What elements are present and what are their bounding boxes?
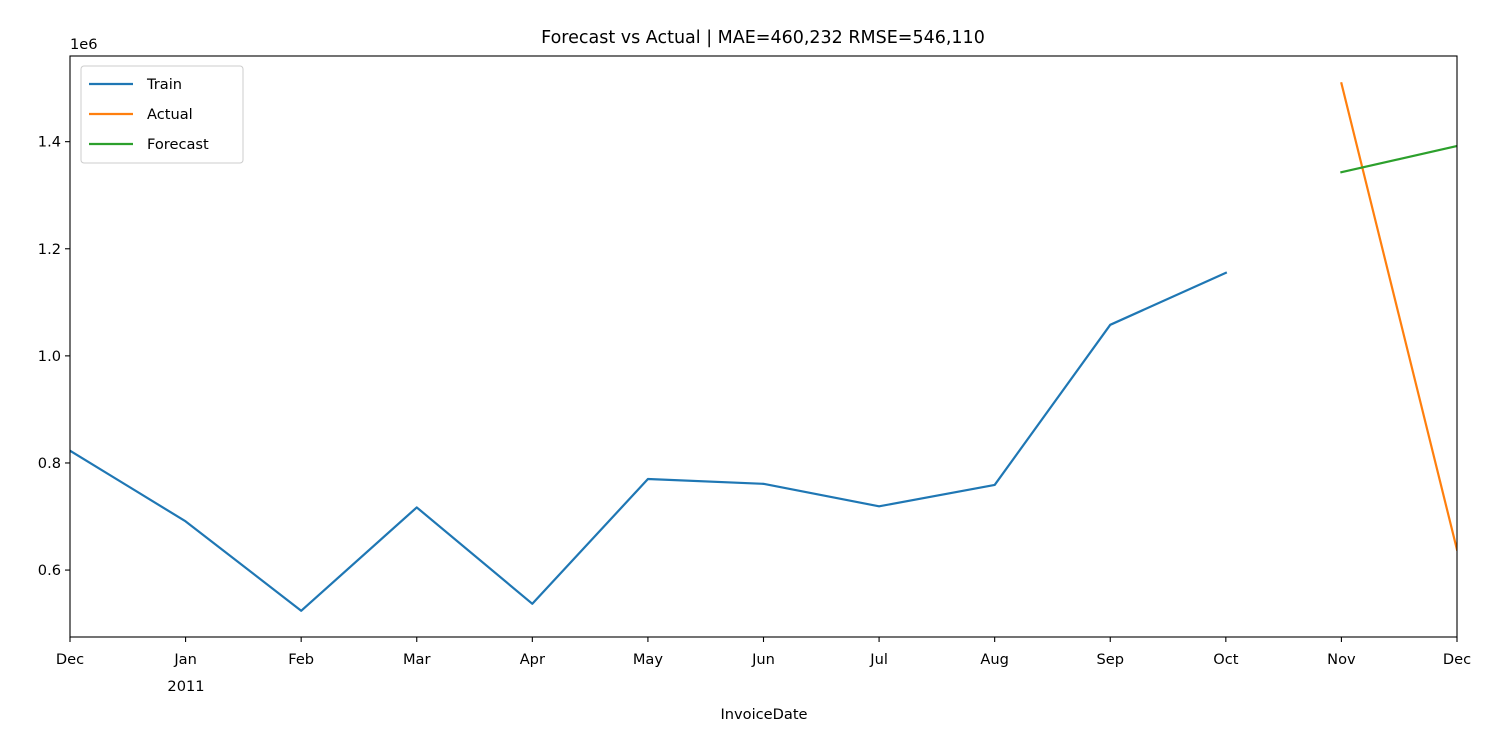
- legend-label-train: Train: [146, 76, 182, 93]
- x-tick-label: Jun: [751, 651, 775, 668]
- y-tick-label: 0.6: [38, 562, 61, 579]
- x-tick-label: Sep: [1096, 651, 1124, 668]
- chart-title: Forecast vs Actual | MAE=460,232 RMSE=54…: [541, 28, 985, 48]
- x-tick-label: May: [633, 651, 664, 668]
- y-axis-offset-label: 1e6: [70, 36, 98, 53]
- y-axis: 0.6 0.8 1.0 1.2 1.4: [38, 134, 70, 579]
- x-tick-label: Dec: [1443, 651, 1471, 668]
- x-tick-label: Apr: [520, 651, 545, 668]
- legend[interactable]: Train Actual Forecast: [80, 65, 244, 164]
- legend-label-forecast: Forecast: [147, 136, 209, 153]
- series-line-train: [70, 271, 1228, 612]
- legend-box: [80, 65, 244, 164]
- x-axis-title: InvoiceDate: [720, 706, 807, 723]
- y-tick-label: 1.0: [38, 348, 61, 365]
- x-tick-label: Nov: [1327, 651, 1356, 668]
- x-tick-label: Feb: [288, 651, 314, 668]
- x-tick-label: Jul: [869, 651, 888, 668]
- x-axis-year-label: 2011: [167, 678, 204, 695]
- y-tick-label: 1.2: [38, 241, 61, 258]
- x-tick-label: Aug: [980, 651, 1009, 668]
- x-tick-label: Oct: [1213, 651, 1239, 668]
- x-tick-label: Mar: [403, 651, 431, 668]
- legend-label-actual: Actual: [147, 106, 193, 123]
- series-lines: [70, 81, 1457, 612]
- y-tick-label: 0.8: [38, 455, 61, 472]
- series-line-actual: [1340, 81, 1457, 552]
- series-line-forecast: [1340, 144, 1457, 174]
- x-tick-label: Dec: [56, 651, 84, 668]
- x-tick-label: Jan: [173, 651, 197, 668]
- x-axis: Dec Jan Feb Mar Apr May Jun Jul Aug Sep Oct Nov Dec: [56, 637, 1471, 668]
- y-tick-label: 1.4: [38, 134, 61, 151]
